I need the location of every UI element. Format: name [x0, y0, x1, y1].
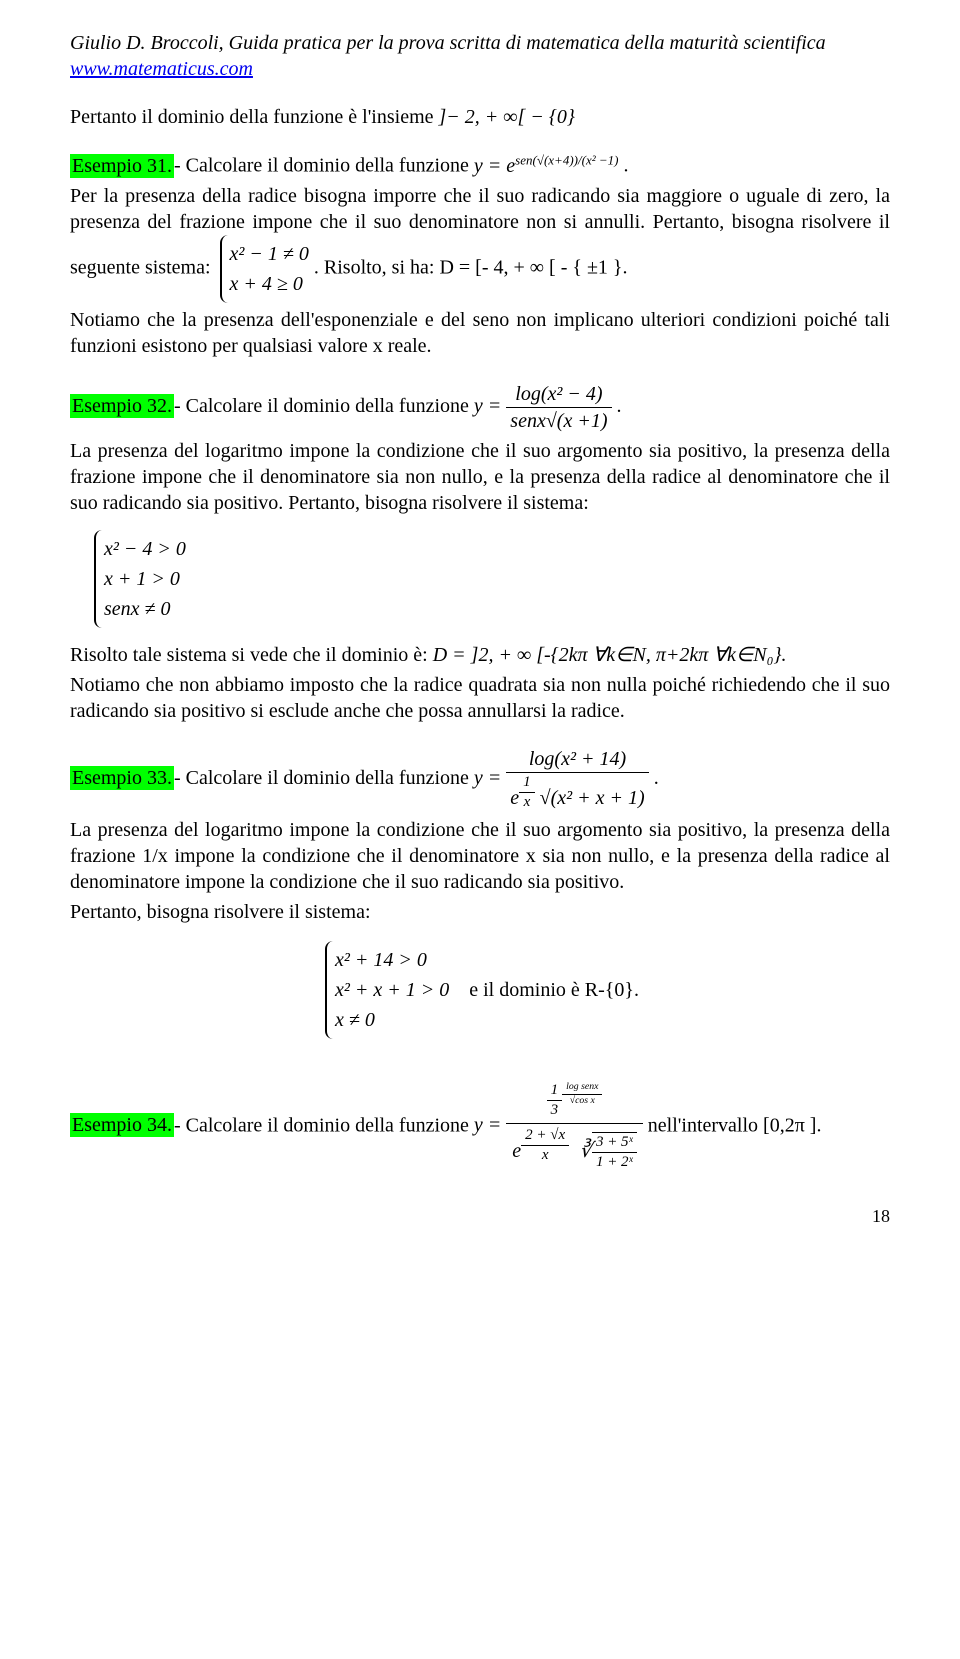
ex34-denominator: e2 + √xx ∛3 + 5ˣ1 + 2ˣ — [506, 1124, 643, 1175]
ex33-num: log(x² + 14) — [506, 746, 648, 773]
ex33-den: e1x √(x² + x + 1) — [506, 773, 648, 813]
ex33-prompt: - Calcolare il dominio della funzione — [174, 767, 474, 789]
ex34-after: nell'intervallo [0,2π ]. — [648, 1114, 822, 1136]
example-32: Esempio 32.- Calcolare il dominio della … — [70, 381, 890, 724]
ex32-system-block: x² − 4 > 0 x + 1 > 0 senx ≠ 0 — [90, 530, 890, 628]
ex32-label: Esempio 32. — [70, 394, 174, 418]
ex34-den-e-exp-num: 2 + √x — [521, 1126, 569, 1147]
ex34-num-exp-den: √cos x — [562, 1095, 602, 1108]
ex34-num-over: 3 — [547, 1101, 563, 1121]
ex33-label: Esempio 33. — [70, 766, 174, 790]
ex33-sys-after: e il dominio è R-{0}. — [469, 979, 639, 1001]
ex32-result-domain: D = ]2, + ∞ [-{2kπ ∀k∈N, π+2kπ ∀k∈N₀}. — [433, 644, 787, 666]
ex32-sys-row1: x² − 4 > 0 — [104, 534, 186, 564]
ex33-sys-row1: x² + 14 > 0 — [335, 945, 639, 975]
ex31-after-sys: . Risolto, si ha: D = [- 4, + ∞ [ - { ±1… — [314, 256, 628, 278]
ex33-sys-row2-eq: x² + x + 1 > 0 — [335, 979, 449, 1001]
ex31-system: x² − 1 ≠ 0 x + 4 ≥ 0 — [220, 235, 309, 303]
example-33: Esempio 33.- Calcolare il dominio della … — [70, 746, 890, 1039]
ex34-den-cbrt: ∛ — [579, 1140, 592, 1162]
ex33-p2: Pertanto, bisogna risolvere il sistema: — [70, 899, 890, 925]
ex32-yeq: y = — [474, 395, 501, 417]
ex32-sys-row3: senx ≠ 0 — [104, 594, 186, 624]
ex32-p1: La presenza del logaritmo impone la cond… — [70, 438, 890, 516]
ex34-label: Esempio 34. — [70, 1113, 174, 1137]
ex31-exp-den: (x² −1) — [582, 152, 619, 167]
ex33-den-exp-den: x — [519, 793, 535, 813]
ex34-den-inner-den: 1 + 2ˣ — [592, 1153, 637, 1173]
doc-header: Giulio D. Broccoli, Guida pratica per la… — [70, 30, 890, 82]
ex34-numerator: 13 log senx√cos x — [506, 1079, 643, 1124]
ex33-den-sqrt: √(x² + x + 1) — [540, 787, 645, 809]
ex32-prompt: - Calcolare il dominio della funzione — [174, 395, 474, 417]
ex34-yeq: y = — [474, 1114, 501, 1136]
ex34-num-base: 1 — [547, 1081, 563, 1102]
ex33-system: x² + 14 > 0 x² + x + 1 > 0 e il dominio … — [325, 941, 639, 1039]
example-31: Esempio 31.- Calcolare il dominio della … — [70, 152, 890, 359]
intro-interval: ]− 2, + ∞[ − {0} — [439, 106, 575, 128]
ex31-p2: Notiamo che la presenza dell'esponenzial… — [70, 309, 890, 357]
ex33-yeq: y = — [474, 767, 501, 789]
ex33-den-exp-num: 1 — [519, 773, 535, 794]
ex33-sys-row2: x² + x + 1 > 0 e il dominio è R-{0}. — [335, 975, 639, 1005]
ex32-den: senx√(x +1) — [506, 408, 611, 434]
ex31-func-lhs: y = e — [474, 155, 515, 177]
ex32-system: x² − 4 > 0 x + 1 > 0 senx ≠ 0 — [94, 530, 186, 628]
ex31-prompt: - Calcolare il dominio della funzione — [174, 155, 474, 177]
site-link[interactable]: www.matematicus.com — [70, 58, 253, 80]
ex31-label: Esempio 31. — [70, 154, 174, 178]
ex32-note: Notiamo che non abbiamo imposto che la r… — [70, 672, 890, 724]
ex33-sys-row3: x ≠ 0 — [335, 1005, 639, 1035]
ex33-p1: La presenza del logaritmo impone la cond… — [70, 817, 890, 895]
ex32-sys-row2: x + 1 > 0 — [104, 564, 186, 594]
ex32-result-prefix: Risolto tale sistema si vede che il domi… — [70, 644, 433, 666]
ex33-system-block: x² + 14 > 0 x² + x + 1 > 0 e il dominio … — [70, 941, 890, 1039]
author-line: Giulio D. Broccoli, Guida pratica per la… — [70, 30, 890, 56]
intro-line: Pertanto il dominio della funzione è l'i… — [70, 104, 890, 130]
ex31-sys-row2: x + 4 ≥ 0 — [230, 269, 309, 299]
example-34: Esempio 34.- Calcolare il dominio della … — [70, 1079, 890, 1175]
page-number: 18 — [70, 1205, 890, 1228]
ex34-function: y = 13log senx√cos x e2 + √xx ∛3 + 5ˣ1 +… — [474, 1114, 648, 1136]
ex33-den-e: e — [510, 787, 519, 809]
intro-text: Pertanto il dominio della funzione è l'i… — [70, 106, 439, 128]
ex33-function: y = log(x² + 14) e1x √(x² + x + 1) — [474, 767, 654, 789]
ex34-den-e: e — [512, 1140, 521, 1162]
ex34-den-e-exp-den: x — [521, 1146, 569, 1166]
ex31-sys-row1: x² − 1 ≠ 0 — [230, 239, 309, 269]
ex34-prompt: - Calcolare il dominio della funzione — [174, 1114, 474, 1136]
ex32-function: y = log(x² − 4) senx√(x +1) — [474, 395, 617, 417]
ex31-exp-num: sen(√(x+4)) — [515, 152, 578, 167]
ex34-den-inner-num: 3 + 5ˣ — [592, 1133, 637, 1154]
ex31-function: y = esen(√(x+4))/(x² −1) — [474, 155, 624, 177]
ex32-num: log(x² − 4) — [506, 381, 611, 408]
ex34-num-exp-num: log senx — [562, 1081, 602, 1095]
